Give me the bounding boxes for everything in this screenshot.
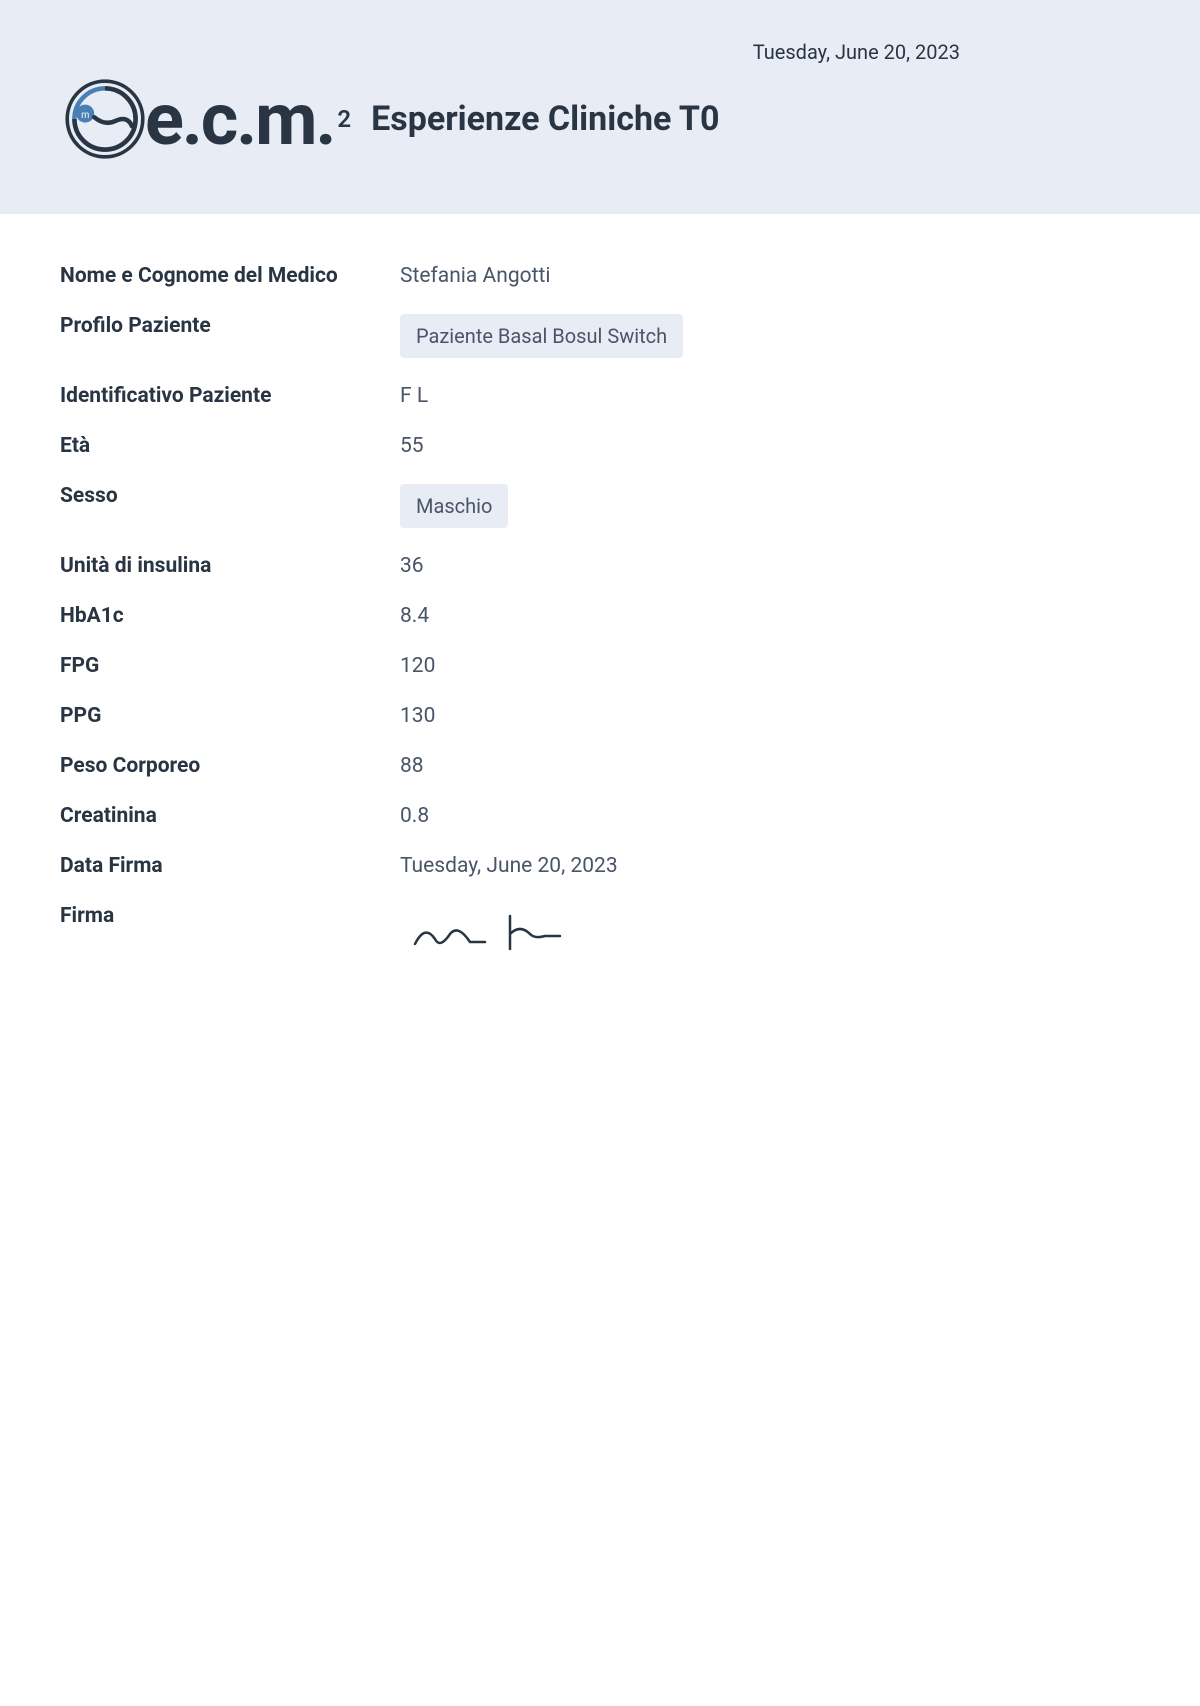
field-patient-id: Identificativo Paziente F L <box>60 384 1140 408</box>
value-creatinine: 0.8 <box>400 804 429 828</box>
field-fpg: FPG 120 <box>60 654 1140 678</box>
content-section: Nome e Cognome del Medico Stefania Angot… <box>0 214 1200 1044</box>
field-age: Età 55 <box>60 434 1140 458</box>
value-ppg: 130 <box>400 704 435 728</box>
label-sex: Sesso <box>60 484 400 508</box>
label-insulin-units: Unità di insulina <box>60 554 400 578</box>
label-age: Età <box>60 434 400 458</box>
logo-title-row: m e.c.m. 2 Esperienze Cliniche T0 <box>60 74 1140 164</box>
label-patient-profile: Profilo Paziente <box>60 314 400 338</box>
label-sign-date: Data Firma <box>60 854 400 878</box>
value-insulin-units: 36 <box>400 554 424 578</box>
field-sign-date: Data Firma Tuesday, June 20, 2023 <box>60 854 1140 878</box>
badge-sex: Maschio <box>400 484 508 528</box>
field-patient-profile: Profilo Paziente Paziente Basal Bosul Sw… <box>60 314 1140 358</box>
signature-svg-icon <box>400 904 580 964</box>
label-ppg: PPG <box>60 704 400 728</box>
header-date: Tuesday, June 20, 2023 <box>60 40 1140 64</box>
field-insulin-units: Unità di insulina 36 <box>60 554 1140 578</box>
value-fpg: 120 <box>400 654 435 678</box>
field-creatinine: Creatinina 0.8 <box>60 804 1140 828</box>
field-body-weight: Peso Corporeo 88 <box>60 754 1140 778</box>
signature-image <box>400 904 580 968</box>
value-age: 55 <box>400 434 424 458</box>
logo-text: e.c.m. <box>145 77 334 162</box>
value-hba1c: 8.4 <box>400 604 429 628</box>
label-signature: Firma <box>60 904 400 928</box>
value-patient-id: F L <box>400 384 428 408</box>
field-sex: Sesso Maschio <box>60 484 1140 528</box>
badge-patient-profile: Paziente Basal Bosul Switch <box>400 314 683 358</box>
logo-container: m e.c.m. 2 <box>60 74 351 164</box>
label-body-weight: Peso Corporeo <box>60 754 400 778</box>
svg-text:m: m <box>81 110 89 121</box>
field-signature: Firma <box>60 904 1140 968</box>
field-doctor-name: Nome e Cognome del Medico Stefania Angot… <box>60 264 1140 288</box>
value-sign-date: Tuesday, June 20, 2023 <box>400 854 618 878</box>
label-doctor-name: Nome e Cognome del Medico <box>60 264 400 288</box>
header-section: Tuesday, June 20, 2023 m e.c.m. 2 Esperi… <box>0 0 1200 214</box>
value-body-weight: 88 <box>400 754 424 778</box>
field-hba1c: HbA1c 8.4 <box>60 604 1140 628</box>
page-title: Esperienze Cliniche T0 <box>371 99 719 139</box>
label-fpg: FPG <box>60 654 400 678</box>
label-hba1c: HbA1c <box>60 604 400 628</box>
ecm-logo-icon: m <box>60 74 150 164</box>
field-ppg: PPG 130 <box>60 704 1140 728</box>
label-creatinine: Creatinina <box>60 804 400 828</box>
value-doctor-name: Stefania Angotti <box>400 264 550 288</box>
logo-superscript: 2 <box>337 105 351 133</box>
label-patient-id: Identificativo Paziente <box>60 384 400 408</box>
